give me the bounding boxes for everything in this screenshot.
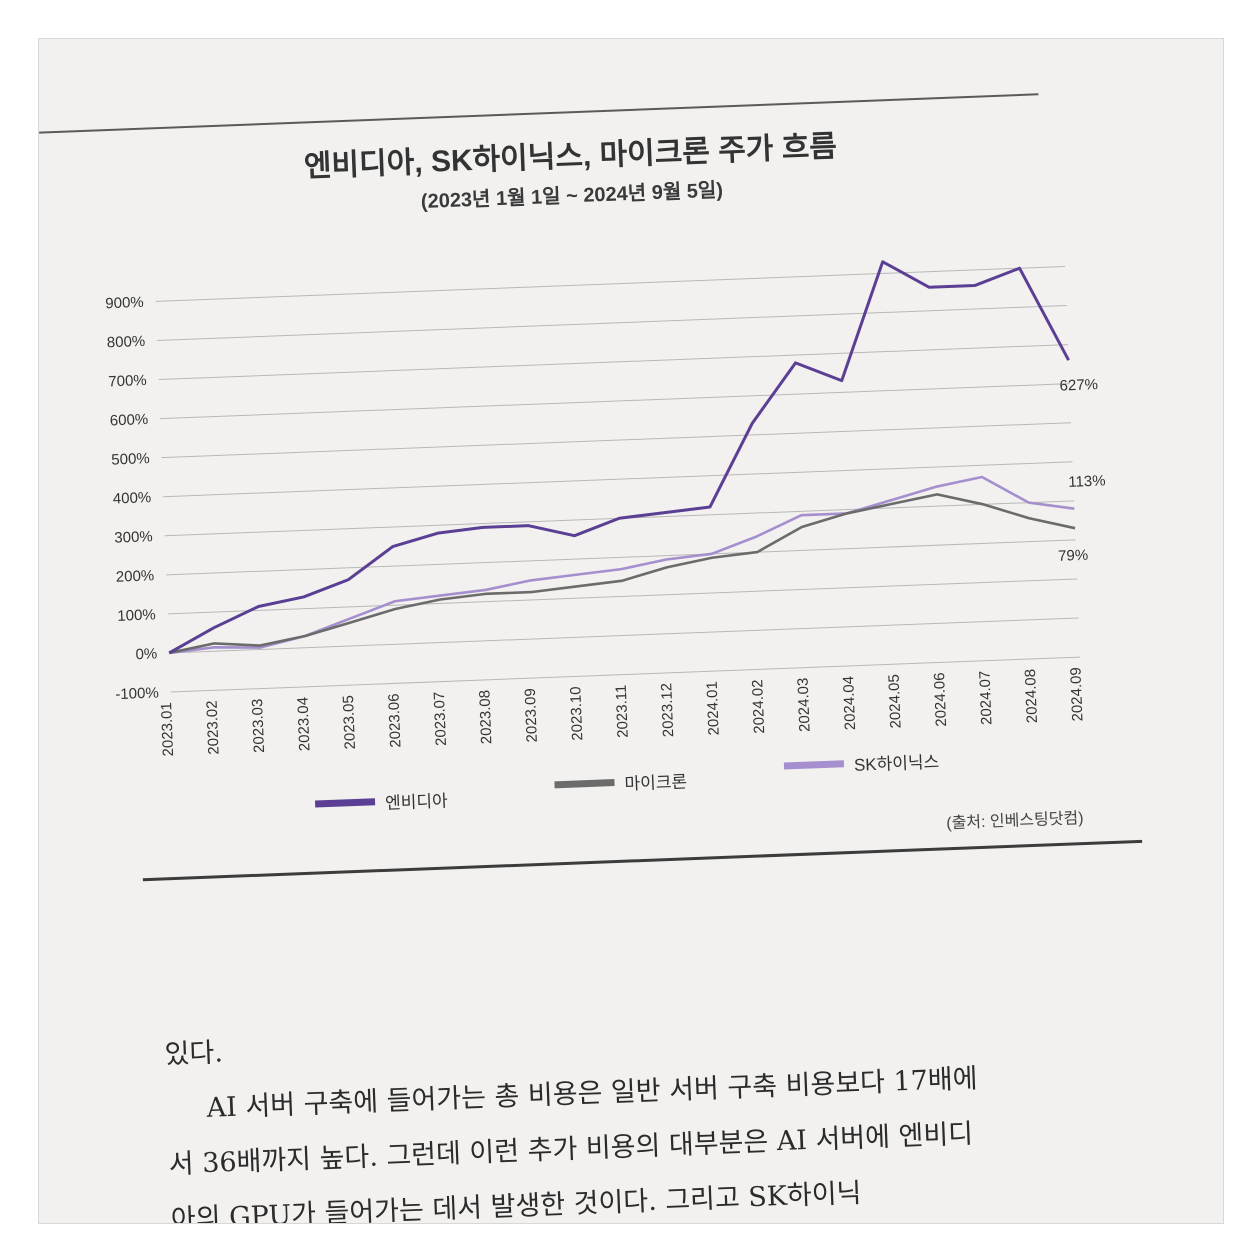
gridline <box>158 344 1069 381</box>
x-tick-label: 2024.08 <box>1022 669 1041 724</box>
x-tick-label: 2023.09 <box>522 688 541 743</box>
x-tick-label: 2024.04 <box>840 676 859 731</box>
y-tick-label: -100% <box>115 684 159 703</box>
book-page: 엔비디아, SK하이닉스, 마이크론 주가 흐름 (2023년 1월 1일 ~ … <box>39 39 1223 1223</box>
gridline <box>161 422 1072 459</box>
end-label-skhynix: 113% <box>1068 472 1106 490</box>
legend-item-nvidia: 엔비디아 <box>314 786 449 816</box>
x-tick-label: 2023.11 <box>613 684 632 738</box>
x-tick-label: 2023.01 <box>158 702 177 757</box>
legend-label-skhynix: SK하이닉스 <box>853 752 940 775</box>
legend-label-micron: 마이크론 <box>624 772 688 794</box>
x-tick-label: 2023.02 <box>204 700 223 755</box>
x-tick-label: 2024.02 <box>749 679 768 734</box>
x-tick-label: 2024.07 <box>976 670 995 725</box>
y-tick-label: 100% <box>117 606 156 624</box>
y-tick-label: 600% <box>110 411 149 429</box>
legend-swatch-nvidia <box>314 798 376 808</box>
x-tick-label: 2023.07 <box>431 691 450 746</box>
legend-swatch-skhynix <box>783 760 845 770</box>
x-tick-label: 2023.08 <box>476 690 495 745</box>
gridline <box>167 578 1078 615</box>
x-tick-label: 2024.09 <box>1067 667 1086 722</box>
series-line-micron <box>168 493 1076 655</box>
series-line-nvidia <box>168 260 1070 655</box>
x-tick-label: 2023.12 <box>658 683 677 738</box>
x-tick-label: 2024.03 <box>795 677 814 732</box>
y-tick-label: 0% <box>135 645 157 663</box>
y-tick-label: 300% <box>114 528 153 546</box>
gridline <box>157 305 1067 341</box>
y-tick-label: 400% <box>113 489 152 507</box>
bottom-rule <box>142 839 1143 882</box>
line-chart: -100% 0% 100% 200% 300% 400% 500% 600% 700% 800% 9… <box>105 260 1106 757</box>
gridline <box>155 265 1066 302</box>
x-tick-label: 2023.06 <box>385 693 404 748</box>
legend-swatch-micron <box>554 779 615 789</box>
x-tick-label: 2024.06 <box>931 672 950 727</box>
photo-frame: 엔비디아, SK하이닉스, 마이크론 주가 흐름 (2023년 1월 1일 ~ … <box>38 38 1224 1224</box>
gridline <box>163 461 1073 498</box>
end-label-micron: 79% <box>1058 547 1089 565</box>
y-tick-label: 900% <box>105 294 144 312</box>
y-tick-label: 700% <box>108 372 147 390</box>
y-tick-label: 800% <box>107 333 146 351</box>
x-tick-label: 2023.04 <box>294 697 313 752</box>
legend-item-micron: 마이크론 <box>554 767 687 797</box>
series-line-skhynix <box>169 475 1075 655</box>
y-tick-label: 200% <box>116 567 155 585</box>
x-tick-label: 2023.10 <box>567 686 586 741</box>
x-tick-label: 2023.05 <box>340 695 359 750</box>
gridline <box>170 656 1081 693</box>
end-label-nvidia: 627% <box>1059 376 1098 394</box>
chart-source: (출처: 인베스팅닷컴) <box>945 810 1084 833</box>
gridline <box>160 383 1070 420</box>
legend-label-nvidia: 엔비디아 <box>384 791 449 813</box>
x-tick-label: 2023.03 <box>249 698 268 753</box>
x-tick-label: 2024.05 <box>886 674 905 729</box>
gridline <box>166 539 1076 576</box>
x-tick-label: 2024.01 <box>704 681 723 736</box>
legend-item-skhynix: SK하이닉스 <box>783 748 940 779</box>
gridline <box>169 617 1079 654</box>
y-tick-label: 500% <box>111 450 150 468</box>
